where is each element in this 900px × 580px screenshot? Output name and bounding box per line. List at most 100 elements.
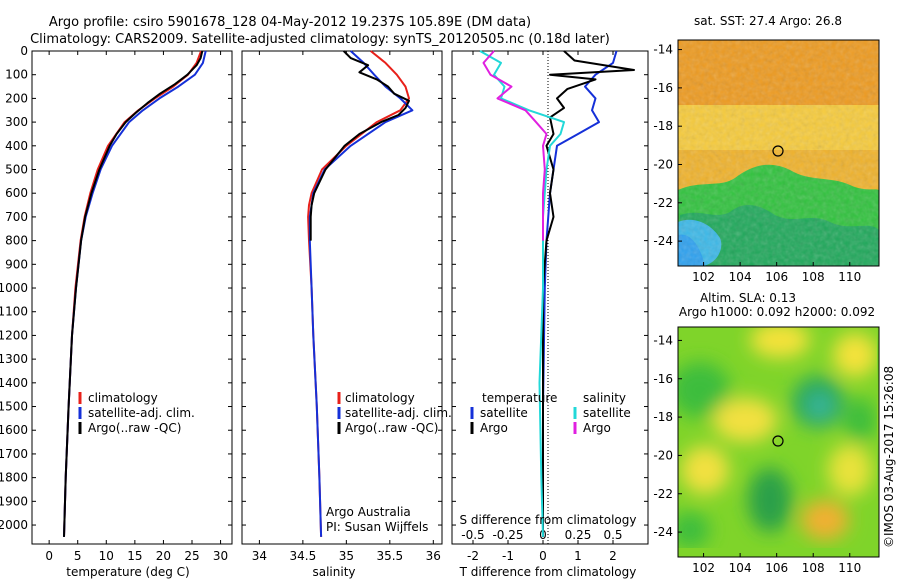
map-lon-label: 104: [729, 270, 752, 284]
map-lon-label: 108: [802, 561, 825, 575]
depth-tick-label: 1900: [0, 494, 28, 508]
map-lat-label: -14: [653, 333, 673, 347]
map-lat-label: -22: [653, 196, 673, 210]
difference-series-line: [482, 50, 548, 241]
credit-pi: PI: Susan Wijffels: [326, 520, 428, 534]
x-tick-label: 0: [45, 549, 53, 563]
salinity-x-label: salinity: [312, 565, 355, 579]
legend-label: Argo(..raw -QC): [88, 421, 181, 435]
figure-title-line2: Climatology: CARS2009. Satellite-adjuste…: [30, 32, 610, 47]
sst-map: [678, 40, 879, 266]
depth-tick-label: 1500: [0, 400, 28, 414]
legend-label: climatology: [88, 391, 158, 405]
sla-map: [678, 327, 879, 557]
legend-label: Argo(..raw -QC): [345, 421, 438, 435]
depth-tick-label: 600: [5, 186, 28, 200]
sst-argo-location-marker: [772, 145, 784, 157]
map-lon-label: 104: [729, 561, 752, 575]
salinity-panel-frame: [241, 50, 443, 545]
legend-label: satellite-adj. clim.: [345, 406, 452, 420]
map-lon-label: 102: [692, 270, 715, 284]
salinity-series-line: [308, 50, 414, 537]
depth-tick-label: 1300: [0, 352, 28, 366]
depth-tick-label: 1600: [0, 423, 28, 437]
x-tick-label-salinity-diff: 0.5: [603, 528, 622, 542]
x-tick-label: -1: [502, 549, 514, 563]
map-lat-label: -20: [653, 448, 673, 462]
legend-label: satellite: [583, 406, 631, 420]
x-tick-label: 15: [127, 549, 142, 563]
x-tick-label: 34.5: [290, 549, 317, 563]
salinity-series-line: [309, 50, 410, 241]
depth-tick-label: 200: [5, 91, 28, 105]
depth-tick-label: 800: [5, 234, 28, 248]
depth-tick-label: 1200: [0, 328, 28, 342]
x-tick-label: 1: [574, 549, 582, 563]
temperature-x-label: temperature (deg C): [66, 565, 189, 579]
map-lon-label: 108: [802, 270, 825, 284]
sst-map-title: sat. SST: 27.4 Argo: 26.8: [694, 14, 842, 28]
depth-tick-label: 700: [5, 210, 28, 224]
legend-title-salinity: salinity: [583, 391, 626, 405]
temperature-x-axis: 0 5 10 15 20 25 30: [45, 51, 228, 563]
legend-label: Argo: [583, 421, 611, 435]
depth-tick-label: 400: [5, 139, 28, 153]
x-tick-label: 30: [213, 549, 228, 563]
sst-map-frame: [677, 39, 880, 267]
profile-lines: [63, 50, 635, 537]
temperature-series-line: [63, 50, 203, 537]
difference-series-line: [542, 50, 635, 537]
figure-title-line1: Argo profile: csiro 5901678_128 04-May-2…: [49, 15, 531, 30]
sla-map-title-line2: Argo h1000: 0.092 h2000: 0.092: [679, 305, 875, 319]
x-tick-label: 34: [252, 549, 267, 563]
map-lat-label: -22: [653, 487, 673, 501]
x-tick-label: 10: [99, 549, 114, 563]
x-tick-label: 35: [339, 549, 354, 563]
salinity-x-axis: 34 34.5 35 35.5 36: [252, 51, 441, 563]
depth-tick-label: 1800: [0, 471, 28, 485]
map-lat-label: -18: [653, 410, 673, 424]
map-lat-label: -18: [653, 119, 673, 133]
sla-map-title-line1: Altim. SLA: 0.13: [700, 291, 796, 305]
depth-tick-label: 1000: [0, 281, 28, 295]
salinity-legend: climatology satellite-adj. clim. Argo(..…: [337, 391, 452, 435]
x-tick-label-salinity-diff: 0.25: [565, 528, 592, 542]
depth-tick-label: 1100: [0, 305, 28, 319]
map-lat-label: -16: [653, 372, 673, 386]
difference-legend: temperature salinity satellite Argo sate…: [470, 391, 631, 435]
imos-timestamp: ©IMOS 03-Aug-2017 15:26:08: [882, 366, 896, 548]
temperature-legend: climatology satellite-adj. clim. Argo(..…: [78, 391, 195, 435]
legend-title-temperature: temperature: [482, 391, 557, 405]
map-lat-label: -20: [653, 157, 673, 171]
sla-map-axes: -14 -16 -18 -20 -22 -24 102 104 106 108 110: [653, 333, 861, 575]
x-tick-label: -2: [467, 549, 479, 563]
x-tick-label: 35.5: [376, 549, 403, 563]
difference-panel-frame: [451, 50, 649, 545]
map-lon-label: 106: [765, 561, 788, 575]
x-tick-label: 25: [184, 549, 199, 563]
difference-x-label: T difference from climatology: [459, 565, 637, 579]
difference-series-line: [542, 50, 618, 537]
legend-label: satellite-adj. clim.: [88, 406, 195, 420]
map-lat-label: -14: [653, 43, 673, 57]
legend-label: Argo: [480, 421, 508, 435]
sla-argo-location-marker: [772, 435, 784, 447]
depth-tick-label: 100: [5, 68, 28, 82]
map-lon-label: 106: [765, 270, 788, 284]
salinity-series-line: [307, 50, 410, 537]
depth-tick-label: 300: [5, 115, 28, 129]
x-tick-label-salinity-diff: -0.5: [461, 528, 484, 542]
x-tick-label: 5: [74, 549, 82, 563]
depth-tick-label: 1400: [0, 376, 28, 390]
x-tick-label: 20: [156, 549, 171, 563]
depth-tick-label: 1700: [0, 447, 28, 461]
difference-top-label: S difference from climatology: [460, 513, 637, 527]
temperature-panel-frame: [31, 50, 233, 545]
sst-map-axes: -14 -16 -18 -20 -22 -24 102 104 106 108 110: [653, 43, 861, 284]
map-lon-label: 110: [838, 270, 861, 284]
depth-axis: 0 100 200 300 400 500 600 700 800 900 1000 1100 1200…: [0, 44, 648, 532]
temperature-series-line: [63, 50, 207, 537]
depth-tick-label: 500: [5, 163, 28, 177]
legend-label: climatology: [345, 391, 415, 405]
